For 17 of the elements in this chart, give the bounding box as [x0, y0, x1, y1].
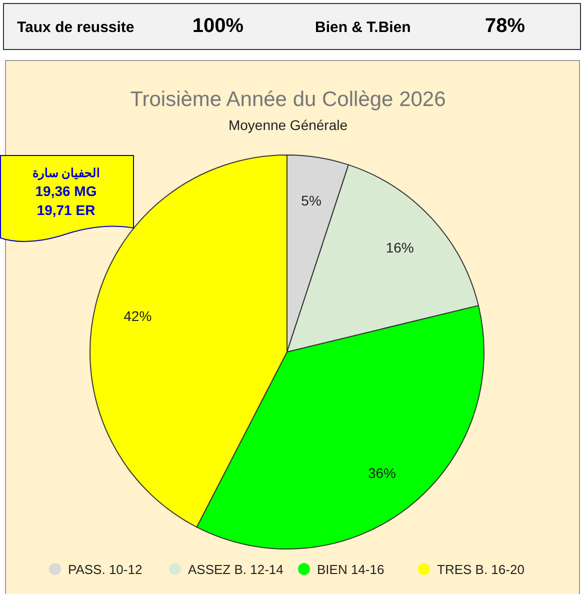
- legend-label: PASS. 10-12: [68, 562, 142, 577]
- legend-label: BIEN 14-16: [317, 562, 384, 577]
- text: الحفيان سارة: [32, 166, 100, 181]
- legend-label: TRES B. 16-20: [437, 562, 524, 577]
- data-label: 36%: [368, 464, 396, 481]
- chart-subtitle: Moyenne Générale: [228, 117, 348, 133]
- text: 19,36 MG: [35, 183, 97, 199]
- chart-title: Troisième Année du Collège 2026: [130, 88, 446, 111]
- data-label: 5%: [301, 192, 322, 208]
- text: 100%: [192, 15, 244, 37]
- text: 78%: [484, 15, 526, 37]
- data-label: 42%: [124, 308, 152, 324]
- text: Bien & T.Bien: [315, 19, 411, 36]
- legend-label: ASSEZ B. 12-14: [188, 562, 284, 577]
- text: 19,71 ER: [36, 202, 96, 218]
- text: Taux de reussite: [17, 19, 134, 36]
- data-label: 16%: [386, 240, 414, 256]
